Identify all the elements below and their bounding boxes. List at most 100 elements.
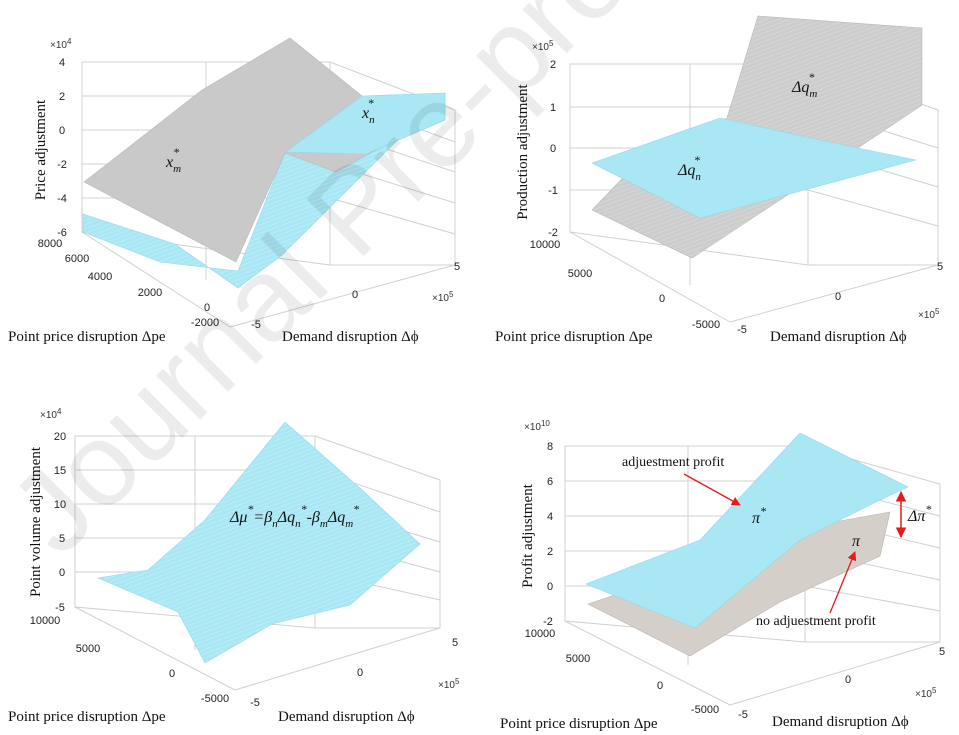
profit-y-tick: 5000 xyxy=(566,653,590,665)
production-y-tick: 10000 xyxy=(530,239,561,251)
production-x-tick: -5 xyxy=(737,324,747,336)
formula-part: Δq xyxy=(277,509,295,526)
annotation-adjustment-profit: adjuestment profit xyxy=(622,455,724,470)
profit-z-tick: 8 xyxy=(547,441,553,453)
profit-z-tick: 4 xyxy=(547,511,553,523)
annotation-dmu-formula: Δμ*=βnΔqn*-βmΔqm* xyxy=(229,502,359,530)
panel-production: 2 1 0 -1 -2 10000 5000 0 -5000 -5 0 5 ×1… xyxy=(495,15,943,345)
profit-y-tick: 0 xyxy=(657,680,663,692)
surface-dqn xyxy=(591,117,917,219)
volume-y-tick: -5000 xyxy=(201,693,229,705)
price-x-label: Demand disruption Δϕ xyxy=(282,329,419,345)
profit-z-tick: -2 xyxy=(543,616,553,628)
volume-z-tick: 20 xyxy=(54,431,66,443)
volume-x-label: Demand disruption Δϕ xyxy=(278,709,415,725)
volume-z-tick: 5 xyxy=(59,533,65,545)
price-z-tick: -4 xyxy=(57,193,67,205)
formula-part: * xyxy=(247,502,253,516)
price-z-tick: 0 xyxy=(59,125,65,137)
profit-z-tick: 0 xyxy=(547,581,553,593)
price-y-tick: 2000 xyxy=(138,287,162,299)
formula-part: * xyxy=(353,502,359,516)
formula-part: n xyxy=(272,518,278,530)
panel-point-volume: 20 15 10 5 0 -5 10000 5000 0 -5000 -5 0 … xyxy=(8,407,460,725)
surface-dmu xyxy=(96,421,421,664)
annotation-dqm: Δqm* xyxy=(791,70,817,100)
annotation-delta-pi: Δπ* xyxy=(907,502,931,525)
price-y-tick: 4000 xyxy=(88,271,112,283)
volume-x-tick: -5 xyxy=(250,697,260,709)
panel-profit: 8 6 4 2 0 -2 10000 5000 0 -5000 -5 0 5 ×… xyxy=(500,419,945,732)
formula-part: Δq xyxy=(327,509,345,526)
profit-z-multiplier: ×1010 xyxy=(524,419,550,433)
profit-z-tick: 6 xyxy=(547,476,553,488)
price-z-tick: 2 xyxy=(59,91,65,103)
volume-x-multiplier: ×105 xyxy=(438,677,460,691)
volume-x-tick: 0 xyxy=(357,667,363,679)
profit-x-tick: -5 xyxy=(738,709,748,721)
formula-part: -β xyxy=(307,509,320,526)
production-z-multiplier: ×105 xyxy=(532,39,554,53)
profit-y-tick: 10000 xyxy=(525,628,556,640)
formula-part: Δμ xyxy=(229,509,247,526)
production-y-tick: 0 xyxy=(659,293,665,305)
price-y-label: Point price disruption Δpe xyxy=(8,329,166,345)
formula-part: * xyxy=(301,502,307,516)
production-x-label: Demand disruption Δϕ xyxy=(770,329,907,345)
production-x-tick: 5 xyxy=(937,261,943,273)
annotation-pi-star: π* xyxy=(752,504,766,527)
price-z-multiplier: ×104 xyxy=(50,37,72,51)
formula-part: m xyxy=(320,518,328,530)
production-z-tick: 2 xyxy=(550,59,556,71)
formula-part: =β xyxy=(253,509,272,526)
profit-x-tick: 5 xyxy=(939,646,945,658)
profit-y-tick: -5000 xyxy=(691,704,719,716)
volume-z-tick: -5 xyxy=(55,602,65,614)
volume-x-tick: 5 xyxy=(452,637,458,649)
profit-z-tick: 2 xyxy=(547,546,553,558)
arrow-no-adjustment-profit xyxy=(829,551,857,614)
surface-pi-star xyxy=(585,432,909,629)
production-y-tick: 5000 xyxy=(568,268,592,280)
price-x-tick: 5 xyxy=(454,261,460,273)
profit-x-tick: 0 xyxy=(845,674,851,686)
price-z-tick: 4 xyxy=(59,57,65,69)
production-z-tick: -1 xyxy=(548,185,558,197)
annotation-no-adjustment-profit: no adjuestment profit xyxy=(756,614,876,629)
panel-production-ticks: 2 1 0 -1 -2 10000 5000 0 -5000 -5 0 5 ×1… xyxy=(530,39,943,336)
annotation-xn: xn* xyxy=(361,96,375,126)
arrow-adjustment-profit xyxy=(683,473,741,506)
volume-z-label: Point volume adjustment xyxy=(28,446,44,597)
formula-part: n xyxy=(295,518,301,530)
volume-z-tick: 0 xyxy=(59,567,65,579)
profit-x-multiplier: ×105 xyxy=(915,686,937,700)
price-x-tick: 0 xyxy=(352,289,358,301)
price-z-tick: -2 xyxy=(57,159,67,171)
production-y-tick: -5000 xyxy=(692,319,720,331)
profit-x-label: Demand disruption Δϕ xyxy=(772,714,909,730)
annotation-pi: π xyxy=(852,533,861,550)
production-z-tick: -2 xyxy=(548,227,558,239)
volume-z-multiplier: ×104 xyxy=(40,407,62,421)
price-y-tick: 0 xyxy=(204,302,210,314)
production-z-tick: 1 xyxy=(550,102,556,114)
volume-y-tick: 10000 xyxy=(30,615,61,627)
price-z-label: Price adjustment xyxy=(33,99,49,200)
volume-y-label: Point price disruption Δpe xyxy=(8,709,166,725)
panel-price: 4 2 0 -2 -4 -6 8000 6000 4000 2000 0 -20… xyxy=(8,37,460,345)
production-z-tick: 0 xyxy=(550,143,556,155)
profit-z-label: Profit adjustment xyxy=(520,483,536,588)
production-y-label: Point price disruption Δpe xyxy=(495,329,653,345)
panel-profit-ticks: 8 6 4 2 0 -2 10000 5000 0 -5000 -5 0 5 ×… xyxy=(524,419,945,721)
volume-z-tick: 10 xyxy=(54,499,66,511)
production-x-tick: 0 xyxy=(835,291,841,303)
formula-part: m xyxy=(345,518,353,530)
volume-y-tick: 5000 xyxy=(76,643,100,655)
price-y-tick: -2000 xyxy=(191,317,219,329)
price-y-tick: 6000 xyxy=(65,253,89,265)
panel-price-ticks: 4 2 0 -2 -4 -6 8000 6000 4000 2000 0 -20… xyxy=(38,37,460,331)
surface-xn-top xyxy=(285,92,446,155)
volume-z-tick: 15 xyxy=(54,465,66,477)
annotation-xm: xm* xyxy=(165,145,181,175)
